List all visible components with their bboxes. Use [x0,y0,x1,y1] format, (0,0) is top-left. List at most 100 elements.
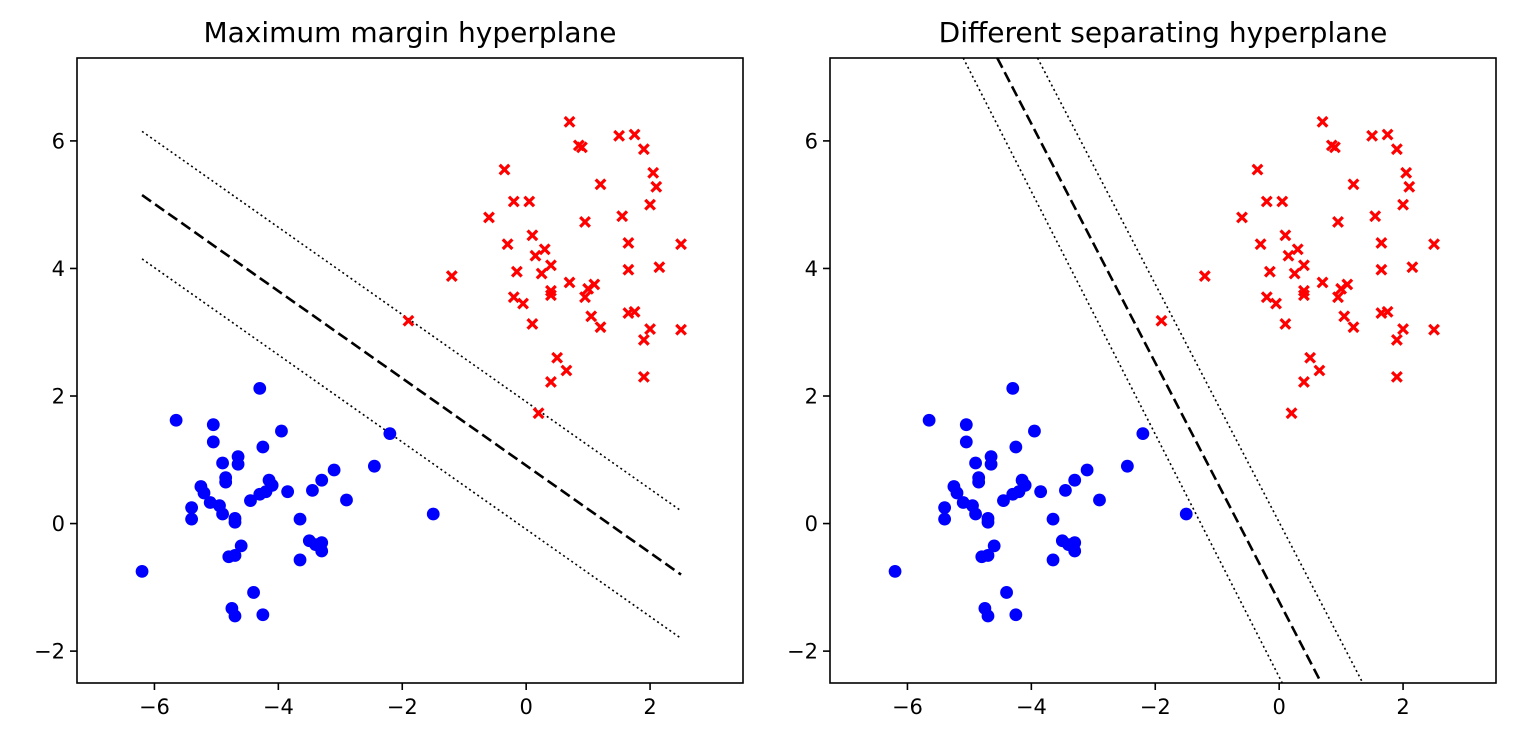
data-point-cross [1406,261,1419,274]
data-point-cross [1397,323,1410,335]
data-point-cross [510,265,523,278]
data-point-circle [206,418,220,432]
data-point-cross [616,210,629,223]
data-point-circle [981,515,995,529]
data-point-cross [1298,376,1310,388]
data-point-cross [1332,215,1344,228]
data-point-cross [538,243,551,256]
chart-title: Different separating hyperplane [939,16,1388,49]
margin-line [1036,58,1364,683]
hyperplane-line [141,194,682,576]
data-point-circle [1018,478,1032,492]
plot-area [135,115,687,640]
x-tick-label: 2 [643,695,656,719]
data-point-cross [498,163,511,176]
data-point-circle [340,493,353,507]
data-point-circle [383,427,397,441]
data-point-circle [256,608,270,622]
data-point-circle [253,381,267,395]
data-point-cross [637,370,650,383]
data-point-cross [1298,289,1310,302]
hyperplane-line [996,58,1323,683]
chart-panel-max-margin: Maximum margin hyperplane −6 −4 −2 0 2 −2 0 2 4 6 [34,16,744,719]
y-tick-label: 4 [805,257,818,281]
data-point-circle [981,549,995,562]
data-point-cross [675,238,687,251]
data-point-circle [1093,493,1106,507]
data-point-cross [1397,198,1410,211]
data-point-circle [1046,553,1060,567]
data-point-circle [265,478,279,492]
data-point-circle [1009,440,1023,454]
data-point-cross [545,259,557,272]
x-tick-label: −4 [1016,695,1047,719]
chart-panel-different-hyperplane: Different separating hyperplane −6 −4 −2 0 2 −… [787,16,1497,719]
data-point-cross [1198,270,1211,283]
data-point-cross [1332,291,1344,304]
data-point-cross [1285,407,1298,420]
data-point-cross [647,166,660,179]
y-tick-label: −2 [787,640,818,664]
y-tick-label: −2 [34,640,65,664]
data-point-circle [228,515,242,529]
plot-area [888,58,1440,683]
data-point-cross [1279,229,1292,242]
data-point-circle [135,564,149,578]
data-point-circle [247,586,260,599]
data-point-cross [644,323,657,335]
data-point-cross [1270,297,1283,310]
data-point-cross [517,297,529,310]
data-point-cross [1260,291,1273,304]
data-point-cross [529,249,542,262]
data-point-cross [560,364,573,377]
data-point-cross [1390,143,1403,156]
data-point-cross [1390,370,1403,383]
data-point-cross [535,267,548,280]
x-tick-label: −6 [892,695,923,719]
axes-frame [829,57,1497,684]
data-point-cross [526,229,539,242]
data-point-circle [293,553,307,567]
data-point-cross [579,215,591,228]
data-point-circle [426,507,440,521]
margin-line [141,130,682,512]
x-tick-label: −4 [263,695,294,719]
data-point-circle [984,457,998,471]
data-point-circle [185,501,199,515]
data-point-circle [231,457,245,471]
data-point-circle [327,463,341,477]
data-point-cross [1282,249,1295,262]
data-point-cross [637,333,650,346]
data-point-circle [216,507,229,521]
data-point-circle [185,512,199,526]
data-point-circle [1006,381,1020,395]
data-point-cross [532,407,545,420]
data-point-cross [1263,265,1276,278]
data-point-circle [1136,427,1150,441]
data-point-cross [1291,243,1304,256]
data-point-cross [628,305,641,318]
data-point-circle [1068,473,1082,487]
data-point-cross [1366,129,1379,142]
data-point-circle [1000,586,1013,599]
data-point-cross [507,291,520,304]
data-point-circle [281,485,295,499]
data-point-circle [938,501,952,515]
data-point-circle [367,459,381,473]
data-point-circle [275,424,288,438]
data-point-cross [628,128,641,141]
data-point-circle [997,494,1010,508]
data-point-cross [1279,318,1292,330]
data-point-cross [523,195,536,208]
data-point-circle [216,456,229,470]
data-point-circle [1009,608,1023,622]
data-point-circle [234,539,248,553]
data-point-circle [293,512,307,526]
data-point-cross [1400,166,1413,179]
data-point-cross [594,178,607,191]
data-point-circle [1179,507,1193,521]
data-point-cross [622,237,635,249]
data-point-cross [445,270,458,283]
data-point-cross [579,291,591,304]
x-tick-label: −6 [139,695,170,719]
